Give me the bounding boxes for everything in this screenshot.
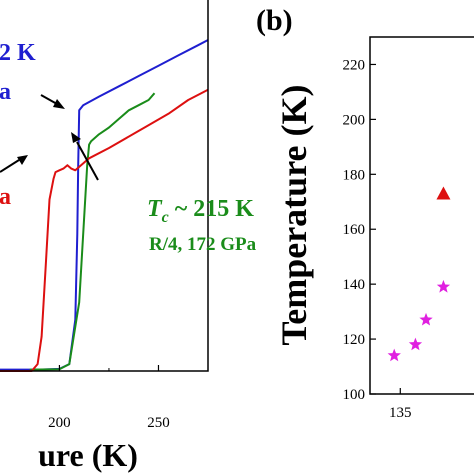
arrow-to-green-curve <box>71 132 99 181</box>
annotation-sample-pressure: R/4, 172 GPa <box>149 234 257 255</box>
panel-a-x-axis-title: ure (K) <box>38 437 138 473</box>
panel-b-y-tick-label: 120 <box>343 332 366 348</box>
panel-b-y-tick-label: 140 <box>343 277 366 293</box>
arrow-to-red-curve <box>0 155 28 173</box>
annotation-red-pressure: a <box>0 184 11 210</box>
annotation-tc-subscript: c <box>162 209 169 226</box>
data-point-star <box>436 279 451 293</box>
panel-b-y-tick-label: 180 <box>343 167 366 183</box>
annotation-blue-temperature: 2 K <box>0 40 36 66</box>
annotation-tc: Tc ~ 215 K <box>147 196 254 226</box>
series-line-2 <box>29 92 156 371</box>
data-point-star <box>419 312 433 326</box>
panel-a-x-tick-label: 250 <box>147 415 170 431</box>
panel-b-x-tick-label: 135 <box>389 405 412 421</box>
arrow-to-blue-curve <box>40 94 65 109</box>
annotation-tc-value: ~ 215 K <box>169 196 254 222</box>
data-point-triangle <box>436 186 451 200</box>
panel-b-y-tick-label: 200 <box>343 112 366 128</box>
annotation-blue-pressure: a <box>0 79 11 105</box>
panel-b-y-tick-label: 100 <box>343 387 366 403</box>
series-line-3 <box>0 88 209 372</box>
annotation-tc-symbol: T <box>147 196 163 222</box>
panel-b-chart: (b) Temperature (K) 100 120 140 160 180 200 22… <box>256 4 474 421</box>
panel-b-frame <box>369 36 474 395</box>
panel-b-y-axis-title: Temperature (K) <box>274 85 314 346</box>
panel-a-x-tick-label: 200 <box>48 415 71 431</box>
panel-b-y-tick-label: 160 <box>343 222 366 238</box>
panel-a-chart: 200 250 ure (K) 2 K a a Tc ~ 215 K R/4, 1… <box>0 0 257 473</box>
data-point-star <box>387 348 401 362</box>
data-point-star <box>408 337 423 351</box>
panel-b-label: (b) <box>256 4 293 37</box>
panel-a-frame <box>0 0 209 372</box>
panel-b-y-tick-label: 220 <box>343 57 366 73</box>
